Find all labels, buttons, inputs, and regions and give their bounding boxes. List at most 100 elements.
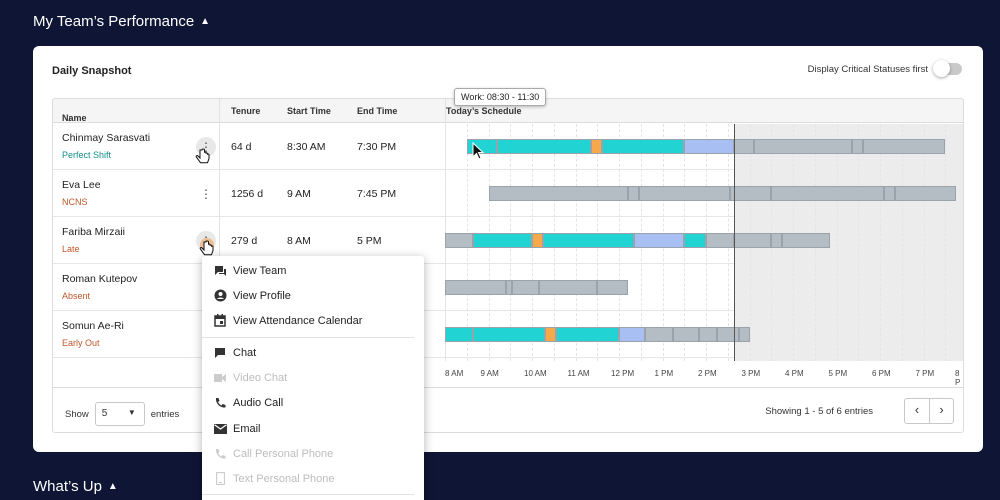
schedule-segment-work[interactable]	[497, 139, 591, 154]
schedule-segment-off[interactable]	[538, 280, 598, 295]
schedule-segment-work[interactable]	[684, 233, 706, 248]
menu-item-label: View Profile	[233, 289, 291, 302]
schedule-segment-work[interactable]	[445, 327, 474, 342]
schedule-segment-off[interactable]	[771, 186, 885, 201]
pagination: ‹ ›	[904, 398, 954, 424]
chevron-up-icon[interactable]: ▲	[107, 481, 118, 492]
menu-item-label: Call Personal Phone	[233, 447, 334, 460]
schedule-segment-off[interactable]	[673, 327, 700, 342]
schedule-segment-break[interactable]	[590, 139, 602, 154]
chevron-up-icon[interactable]: ▲	[200, 16, 211, 27]
schedule-grid-line	[858, 124, 860, 361]
schedule-segment-break[interactable]	[545, 327, 556, 342]
whats-up-title: What’s Up	[33, 478, 102, 495]
card-title: Daily Snapshot	[52, 65, 132, 77]
sort-arrow-icon[interactable]: ↓	[67, 113, 72, 123]
schedule-grid-line	[945, 124, 947, 361]
table-row[interactable]: Somun Ae-Ri Early Out	[53, 311, 963, 358]
schedule-segment-off[interactable]	[782, 233, 830, 248]
team-performance-heading[interactable]: My Team’s Performance ▲	[33, 13, 210, 30]
schedule-segment-off[interactable]	[895, 186, 957, 201]
schedule-segment-meeting[interactable]	[634, 233, 685, 248]
menu-item-label: Text Personal Phone	[233, 472, 335, 485]
schedule-segment-off[interactable]	[638, 186, 730, 201]
employee-name[interactable]: Fariba Mirzaii	[62, 226, 126, 238]
tenure-value: 279 d	[231, 235, 258, 247]
schedule-segment-break[interactable]	[532, 233, 543, 248]
row-menu-button[interactable]: ⋮	[196, 184, 216, 204]
critical-status-label: Display Critical Statuses first	[807, 63, 928, 75]
table-row[interactable]: Eva Lee NCNS ⋮ 1256 d 9 AM 7:45 PM	[53, 170, 963, 217]
employee-name[interactable]: Somun Ae-Ri	[62, 320, 124, 332]
schedule-segment-off[interactable]	[488, 186, 628, 201]
schedule-segment-work[interactable]	[542, 233, 635, 248]
end-time-value: 7:30 PM	[357, 141, 397, 153]
schedule-segment-work[interactable]	[473, 233, 532, 248]
prev-page-button[interactable]: ‹	[914, 402, 920, 417]
team-icon	[213, 264, 227, 278]
schedule-segment-off[interactable]	[851, 139, 863, 154]
schedule-segment-work[interactable]	[601, 139, 685, 154]
end-time-value: 7:45 PM	[357, 188, 397, 200]
menu-item-label: Email	[233, 422, 261, 435]
menu-item-view-team[interactable]: View Team	[202, 258, 424, 283]
schedule-segment-off[interactable]	[445, 233, 474, 248]
time-tick-label: 2 PM	[698, 369, 717, 378]
schedule-segment-off[interactable]	[597, 280, 628, 295]
phone-icon	[213, 447, 227, 461]
hand-pointer-icon	[195, 148, 210, 164]
schedule-segment-off[interactable]	[862, 139, 946, 154]
time-tick-label: 8 P	[955, 369, 961, 387]
schedule-segment-off[interactable]	[505, 280, 513, 295]
column-name-header[interactable]: Name ↓	[62, 106, 87, 123]
menu-item-chat[interactable]: Chat	[202, 340, 424, 365]
menu-item-text-personal-phone: Text Personal Phone	[202, 466, 424, 491]
time-tick-label: 3 PM	[741, 369, 761, 378]
schedule-segment-off[interactable]	[884, 186, 896, 201]
column-end-header: End Time	[357, 106, 398, 116]
schedule-segment-off[interactable]	[738, 327, 750, 342]
menu-item-view-attendance-calendar[interactable]: View Attendance Calendar	[202, 308, 424, 333]
schedule-segment-work[interactable]	[473, 327, 546, 342]
schedule-segment-off[interactable]	[627, 186, 639, 201]
page-size-control: Show 5 ▼ entries	[65, 402, 179, 426]
menu-divider	[202, 494, 414, 495]
schedule-segment-off[interactable]	[734, 233, 772, 248]
schedule-segment-off[interactable]	[729, 186, 772, 201]
schedule-grid-line	[880, 124, 881, 361]
column-name-label: Name	[62, 113, 87, 123]
table-row[interactable]: Roman Kutepov Absent	[53, 264, 963, 311]
schedule-segment-off[interactable]	[753, 139, 852, 154]
whats-up-heading[interactable]: What’s Up ▲	[33, 478, 118, 495]
menu-item-audio-call[interactable]: Audio Call	[202, 390, 424, 415]
schedule-segment-off[interactable]	[445, 280, 506, 295]
menu-divider	[202, 337, 414, 338]
menu-item-view-profile[interactable]: View Profile	[202, 283, 424, 308]
time-tick-label: 5 PM	[828, 369, 848, 378]
employee-status: Absent	[62, 291, 91, 301]
schedule-segment-off[interactable]	[706, 233, 735, 248]
schedule-segment-off[interactable]	[645, 327, 674, 342]
current-time-line	[734, 124, 736, 361]
employee-name[interactable]: Eva Lee	[62, 179, 101, 191]
schedule-segment-off[interactable]	[716, 327, 739, 342]
schedule-segment-meeting[interactable]	[619, 327, 646, 342]
critical-status-toggle[interactable]	[933, 60, 962, 77]
next-page-button[interactable]: ›	[929, 399, 953, 423]
schedule-segment-off[interactable]	[512, 280, 539, 295]
page-size-select[interactable]: 5 ▼	[94, 402, 145, 426]
time-tick-label: 9 AM	[480, 369, 499, 378]
menu-item-label: View Attendance Calendar	[233, 314, 363, 327]
employee-name[interactable]: Chinmay Sarasvati	[62, 132, 151, 144]
employee-name[interactable]: Roman Kutepov	[62, 273, 138, 285]
menu-item-email[interactable]: Email	[202, 416, 424, 441]
hand-pointer-icon	[199, 238, 214, 256]
schedule-segment-off[interactable]	[771, 233, 783, 248]
schedule-segment-off[interactable]	[734, 139, 754, 154]
schedule-segment-off[interactable]	[699, 327, 717, 342]
menu-item-call-personal-phone: Call Personal Phone	[202, 441, 424, 466]
schedule-segment-work[interactable]	[555, 327, 619, 342]
time-tick-label: 10 AM	[524, 369, 547, 378]
schedule-segment-meeting[interactable]	[684, 139, 735, 154]
column-start-header: Start Time	[287, 106, 331, 116]
